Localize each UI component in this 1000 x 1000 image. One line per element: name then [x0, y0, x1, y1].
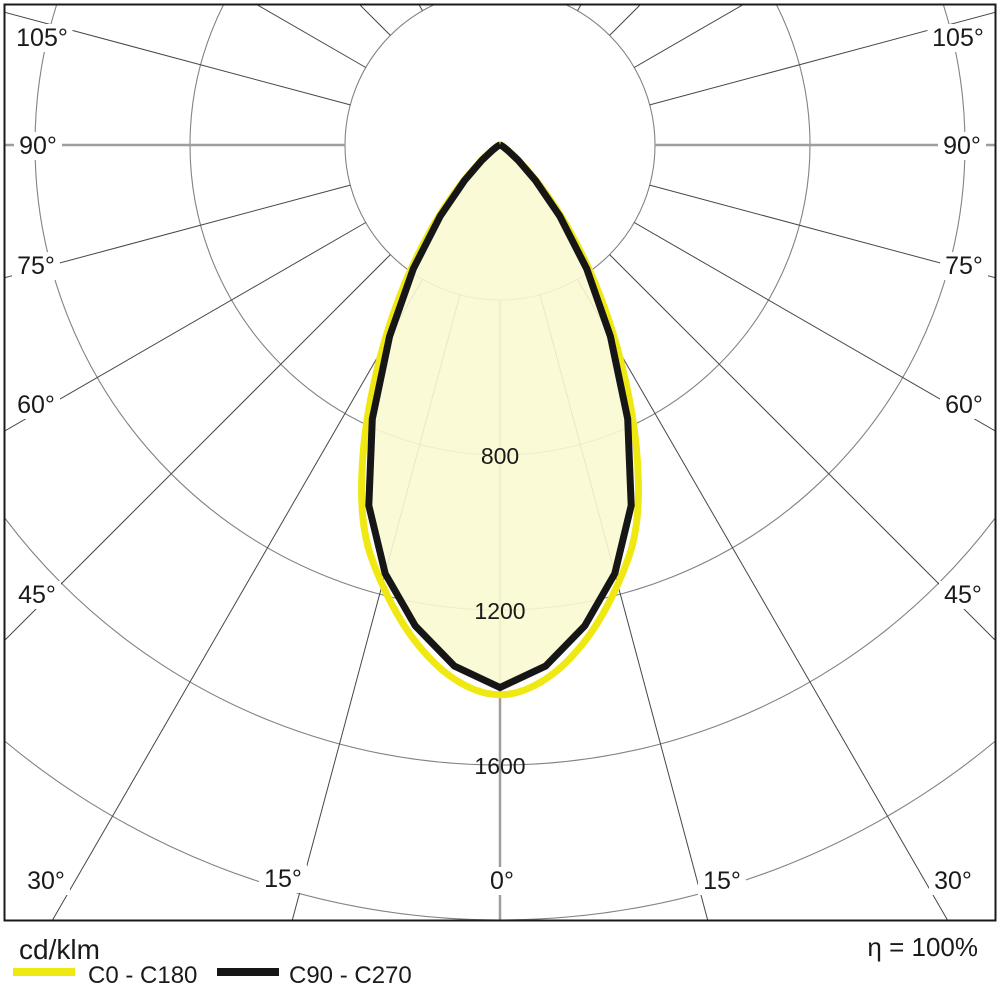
- angle-label: 90°: [19, 132, 57, 160]
- angle-label: 30°: [27, 867, 65, 895]
- radial-tick-label-800: 800: [481, 443, 519, 469]
- angle-label: 15°: [703, 867, 741, 895]
- angle-label: 45°: [18, 581, 56, 609]
- angle-label: 0°: [490, 867, 514, 895]
- angle-label-knockout: [12, 252, 60, 280]
- efficiency-label: η = 100%: [867, 932, 978, 962]
- angle-label: 60°: [945, 391, 983, 419]
- legend-swatch-c0-c180: [13, 968, 75, 976]
- angle-label: 75°: [17, 252, 55, 280]
- angle-label-knockout: [12, 391, 60, 419]
- radial-line-105: [5, 11, 351, 106]
- angle-label-knockout: [938, 132, 986, 160]
- angle-label-knockout: [259, 865, 307, 893]
- radial-line-30: [577, 278, 949, 920]
- angle-label: 105°: [16, 24, 68, 52]
- radial-line-45: [609, 254, 995, 641]
- angle-label-knockout: [11, 24, 73, 52]
- legend-label-c0-c180: C0 - C180: [88, 962, 197, 989]
- radial-line-105: [649, 11, 995, 106]
- axis-labels: 800 1200 1600 105° 90° 75° 60° 45° 105° 90° 75° 60°…: [11, 24, 989, 895]
- angle-label-knockout: [927, 24, 989, 52]
- curve-c90-c270: [365, 141, 635, 692]
- radial-line-30: [51, 278, 423, 920]
- angle-label-knockout: [940, 391, 988, 419]
- angle-label: 105°: [932, 24, 984, 52]
- angle-label-knockout: [22, 867, 70, 895]
- angle-label: 90°: [943, 132, 981, 160]
- angle-label-knockout: [14, 132, 62, 160]
- beam-fill-region: [368, 145, 632, 688]
- radial-tick-label-1600: 1600: [474, 753, 525, 779]
- angle-label: 30°: [934, 867, 972, 895]
- radial-line-75: [649, 184, 995, 279]
- angle-label: 60°: [17, 391, 55, 419]
- angle-label-knockout: [940, 252, 988, 280]
- footer: cd/klm C0 - C180 C90 - C270 η = 100%: [13, 932, 978, 989]
- angle-label: 75°: [945, 252, 983, 280]
- radial-line-60: [5, 222, 367, 432]
- units-label: cd/klm: [19, 934, 100, 965]
- plot-border: [3, 3, 997, 922]
- radial-line-75: [5, 184, 351, 279]
- angle-label-knockout: [939, 581, 987, 609]
- angle-label: 15°: [264, 865, 302, 893]
- radial-line-60: [633, 222, 995, 432]
- angle-label-knockout: [13, 581, 61, 609]
- angle-label-knockout: [698, 867, 746, 895]
- angle-label-knockout: [484, 867, 520, 895]
- legend-swatch-c90-c270: [217, 968, 279, 976]
- angle-label-knockout: [929, 867, 977, 895]
- legend: C0 - C180 C90 - C270: [13, 962, 412, 989]
- radial-line-45: [5, 254, 391, 641]
- angle-label: 45°: [944, 581, 982, 609]
- legend-label-c90-c270: C90 - C270: [289, 962, 412, 989]
- radial-tick-label-1200: 1200: [474, 598, 525, 624]
